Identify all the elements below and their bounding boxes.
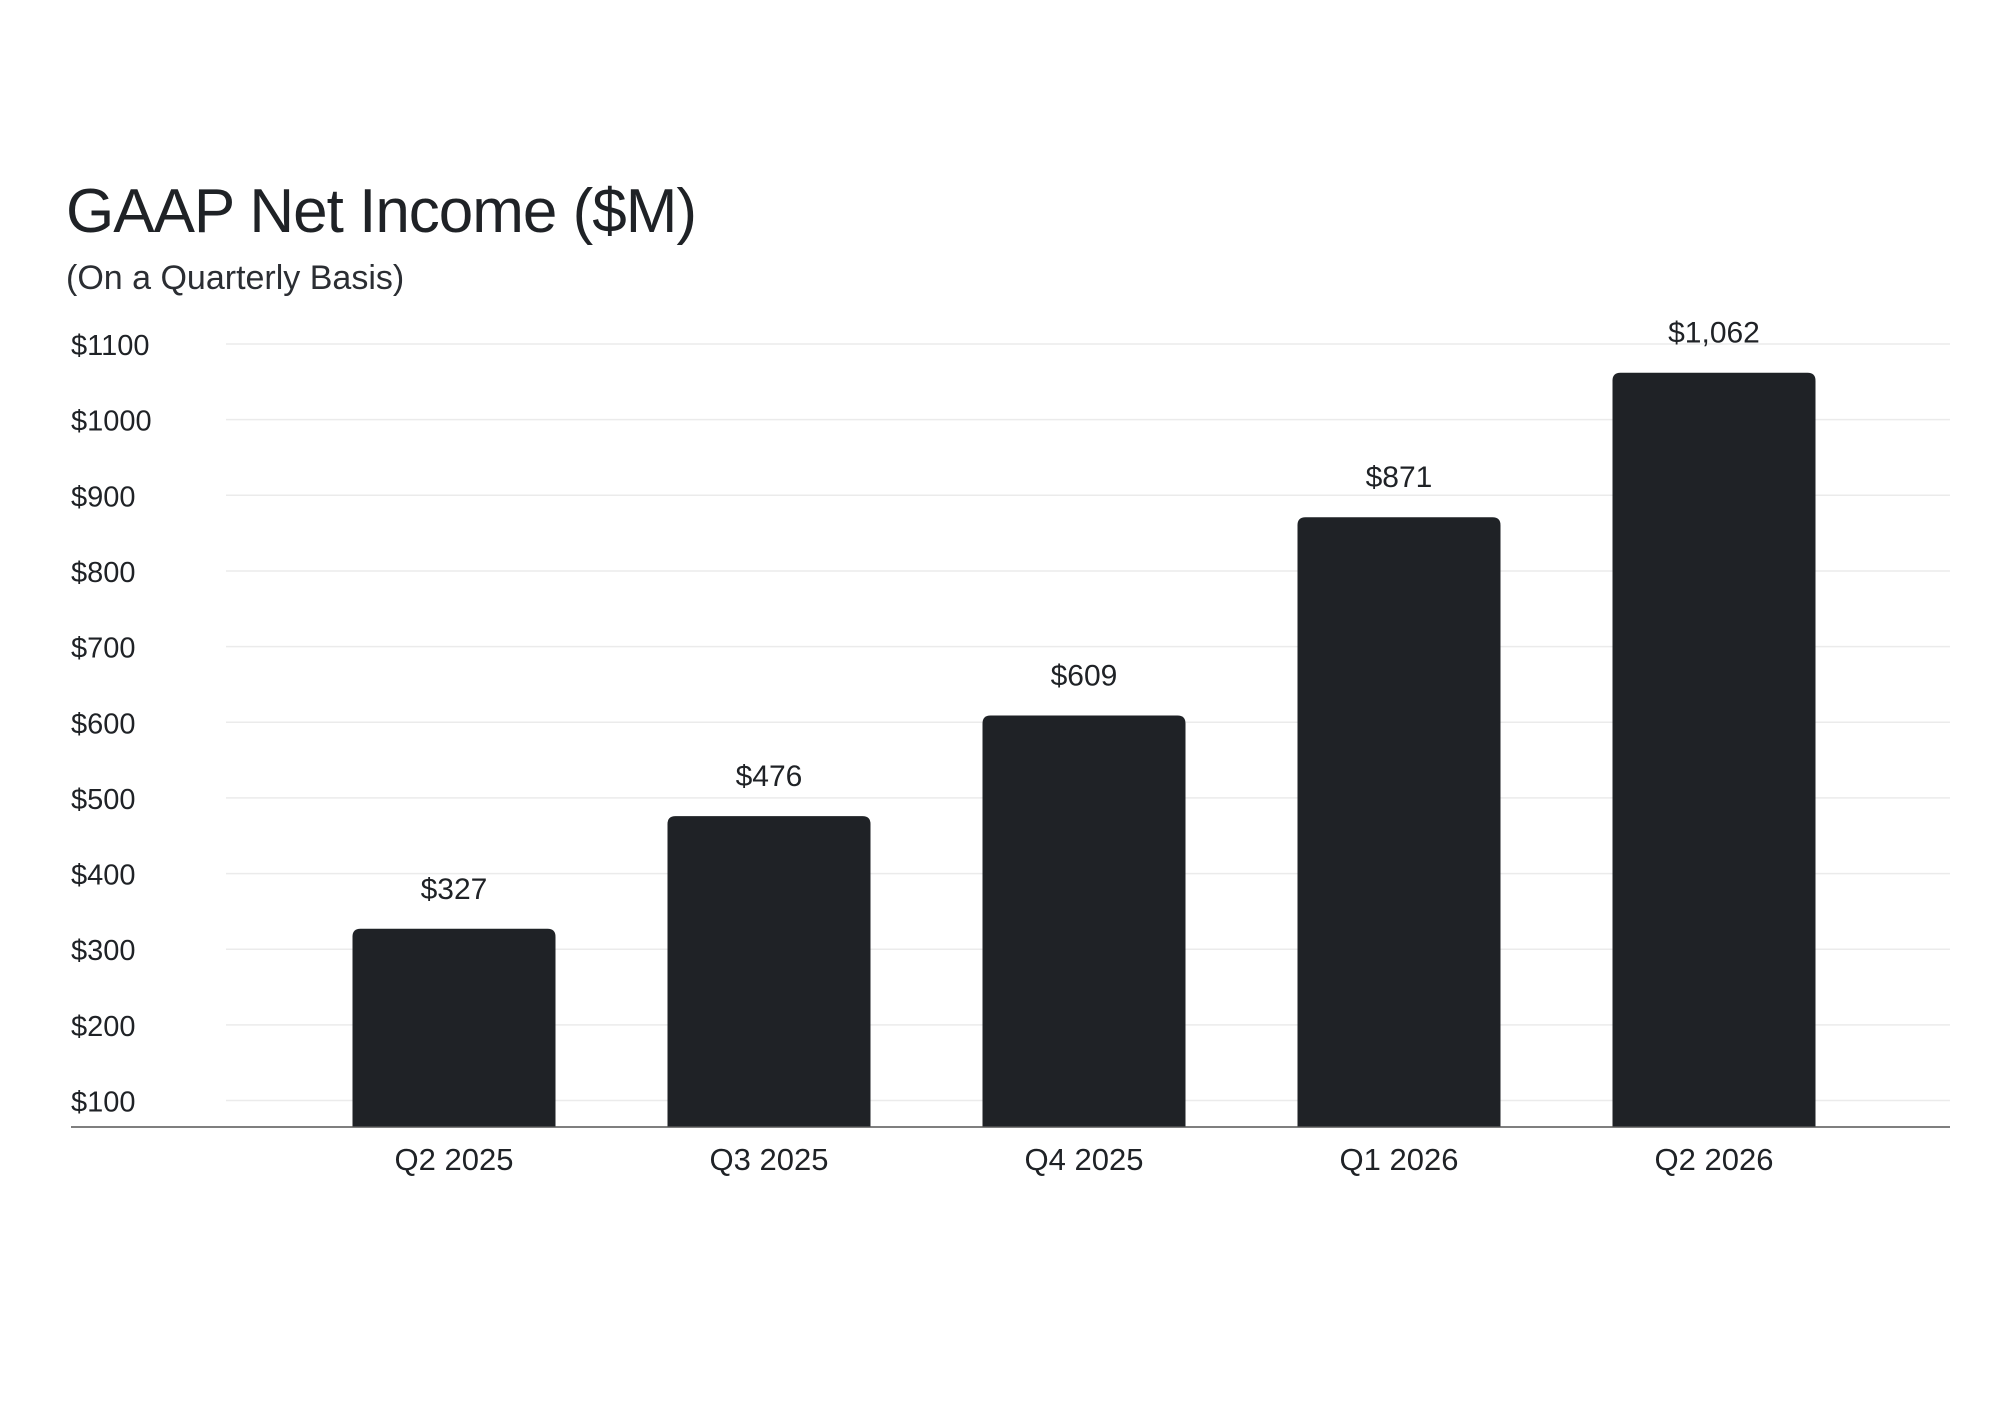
y-tick-label: $100 — [71, 1087, 136, 1119]
bar-q3-2025 — [667, 816, 871, 1127]
x-tick-label: Q1 2026 — [1340, 1142, 1459, 1177]
x-tick-label: Q3 2025 — [710, 1142, 829, 1177]
x-tick-label: Q4 2025 — [1025, 1142, 1144, 1177]
y-tick-label: $200 — [71, 1011, 136, 1043]
chart-title: GAAP Net Income ($M) — [66, 177, 697, 246]
bar-value-label: $476 — [736, 760, 803, 793]
bar-q4-2025 — [982, 715, 1186, 1127]
y-tick-label: $1000 — [71, 406, 152, 438]
bar-q2-2026 — [1612, 372, 1816, 1128]
y-axis-tick-labels: $100 $200 $300 $400 $500 $600 $700 $800 $900 $100… — [71, 330, 152, 1119]
y-tick-label: $600 — [71, 708, 136, 740]
chart-subtitle: (On a Quarterly Basis) — [66, 259, 405, 297]
y-tick-label: $1100 — [71, 330, 150, 362]
bar-q2-2025 — [352, 928, 556, 1127]
y-tick-label: $500 — [71, 784, 136, 816]
bar-q1-2026 — [1297, 517, 1501, 1127]
y-tick-label: $800 — [71, 557, 136, 589]
x-tick-label: Q2 2026 — [1655, 1142, 1774, 1177]
bar-value-labels: $327 $476 $609 $871 $1,062 — [421, 317, 1760, 906]
x-axis-tick-labels: Q2 2025 Q3 2025 Q4 2025 Q1 2026 Q2 2026 — [395, 1142, 1774, 1177]
bar-value-label: $327 — [421, 873, 488, 906]
y-tick-label: $900 — [71, 481, 136, 513]
bar-value-label: $871 — [1366, 461, 1433, 494]
x-tick-label: Q2 2025 — [395, 1142, 514, 1177]
bar-value-label: $609 — [1051, 659, 1118, 692]
y-tick-label: $700 — [71, 633, 136, 665]
bar-value-label: $1,062 — [1668, 317, 1760, 350]
y-tick-label: $400 — [71, 860, 136, 892]
bars — [352, 372, 1816, 1128]
y-tick-label: $300 — [71, 935, 136, 967]
